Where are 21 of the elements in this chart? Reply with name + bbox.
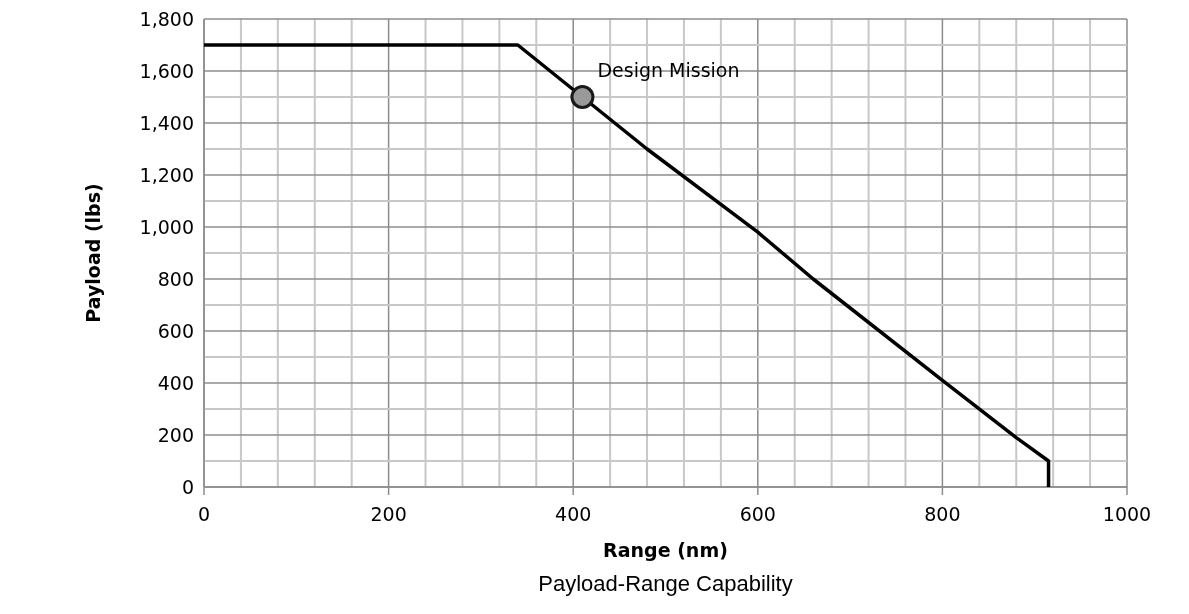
y-axis-title: Payload (lbs): [82, 183, 104, 323]
y-tick-label: 800: [157, 267, 194, 290]
x-tick-label: 800: [924, 503, 961, 525]
x-tick-label: 600: [739, 503, 776, 525]
x-tick-label: 1000: [1102, 503, 1152, 525]
y-tick-label: 200: [157, 423, 194, 446]
y-tick-label: 0: [181, 475, 194, 498]
y-tick-label: 600: [157, 319, 194, 342]
y-tick-label: 400: [157, 371, 194, 394]
y-tick-label: 1,200: [139, 163, 194, 186]
y-tick-label: 1,600: [139, 59, 194, 82]
x-tick-label: 0: [197, 503, 211, 525]
y-tick-label: 1,000: [139, 215, 194, 238]
text: Payload-Range Capability: [538, 571, 793, 596]
x-axis-title: Range (nm): [603, 539, 728, 561]
x-tick-label: 400: [555, 503, 592, 525]
x-tick-label: 200: [370, 503, 407, 525]
y-tick-label: 1,400: [139, 111, 194, 134]
line-series: [202, 43, 1051, 489]
annotation: Design Mission: [597, 59, 740, 81]
y-tick-label: 1,800: [139, 7, 194, 30]
